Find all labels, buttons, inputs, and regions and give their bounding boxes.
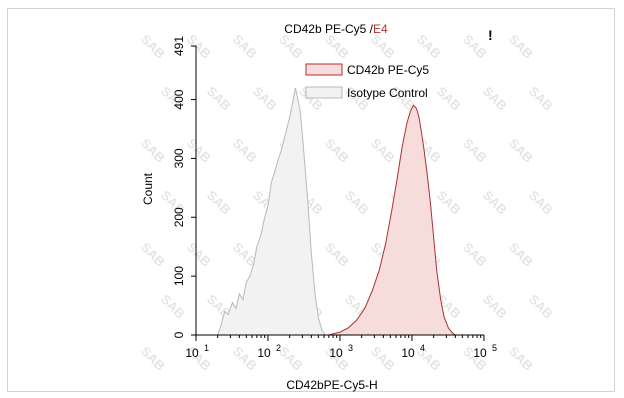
y-tick-label: 100 [172,266,186,286]
watermark-text: SAB [526,188,556,218]
watermark-text: SAB [480,84,510,114]
watermark-text: SAB [480,188,510,218]
x-tick-exponent: 3 [348,343,353,353]
watermark-text: SAB [526,292,556,322]
x-tick-label: 10 [473,346,487,360]
watermark-text: SAB [460,32,490,62]
x-tick-exponent: 1 [204,343,209,353]
series-area-1 [217,87,326,335]
watermark-text: SAB [138,136,168,166]
watermark-text: SAB [506,240,536,270]
watermark-text: SAB [460,136,490,166]
series-layer [217,87,456,336]
y-tick-label: 300 [172,148,186,168]
watermark-text: SAB [138,240,168,270]
watermark-text: SAB [342,188,372,218]
y-tick-label: 491 [172,36,186,56]
watermark-text: SAB [414,32,444,62]
watermark-text: SAB [434,84,464,114]
series-line-0 [328,104,456,336]
chart-title: CD42b PE-Cy5 / [284,22,373,36]
x-tick-exponent: 2 [276,343,281,353]
x-axis-title: CD42bPE-Cy5-H [286,378,377,392]
watermark-text: SAB [322,240,352,270]
watermark-text: SAB [204,84,234,114]
chart-title-sample: E4 [373,22,388,36]
x-tick-label: 10 [257,346,271,360]
series-area-0 [328,105,456,336]
x-tick-exponent: 5 [492,343,497,353]
watermark-text: SAB [506,32,536,62]
watermark-text: SAB [184,136,214,166]
y-tick-label: 0 [172,331,186,338]
legend-label-cd42b: CD42b PE-Cy5 [347,63,429,77]
watermark-text: SAB [322,136,352,166]
watermark-text: SAB [138,32,168,62]
watermark-layer: SAB SAB SAB SAB SAB SAB SAB SAB SAB SAB SAB SAB SAB S… [138,32,556,374]
watermark-text: SAB [184,240,214,270]
watermark-text: SAB [322,32,352,62]
x-tick-label: 10 [401,346,415,360]
watermark-text: SAB [158,292,188,322]
watermark-text: SAB [434,188,464,218]
watermark-text: SAB [184,32,214,62]
watermark-text: SAB [368,32,398,62]
legend: CD42b PE-Cy5 Isotype Control [305,63,429,100]
x-tick-label: 10 [329,346,343,360]
legend-label-isotype: Isotype Control [347,86,428,100]
watermark-text: SAB [204,188,234,218]
watermark-text: SAB [230,344,260,374]
legend-swatch-isotype [305,86,343,99]
title-alert-mark: ! [488,27,493,43]
legend-swatch-cd42b [305,63,343,76]
y-axis-title: Count [141,172,155,205]
axes-layer: 0 100 200 300 400 491 10 1 10 2 10 3 10 4 10 5 [172,36,497,360]
watermark-text: SAB [250,84,280,114]
x-tick-exponent: 4 [420,343,425,353]
watermark-text: SAB [460,240,490,270]
y-tick-label: 200 [172,207,186,227]
watermark-text: SAB [526,84,556,114]
watermark-text: SAB [138,344,168,374]
watermark-text: SAB [506,344,536,374]
series-line-1 [217,87,326,336]
watermark-text: SAB [276,32,306,62]
watermark-text: SAB [480,292,510,322]
x-tick-label: 10 [185,346,199,360]
watermark-text: SAB [230,136,260,166]
watermark-text: SAB [414,344,444,374]
watermark-text: SAB [506,136,536,166]
watermark-text: SAB [368,344,398,374]
watermark-text: SAB [230,32,260,62]
y-tick-label: 400 [172,89,186,109]
watermark-text: SAB [368,136,398,166]
